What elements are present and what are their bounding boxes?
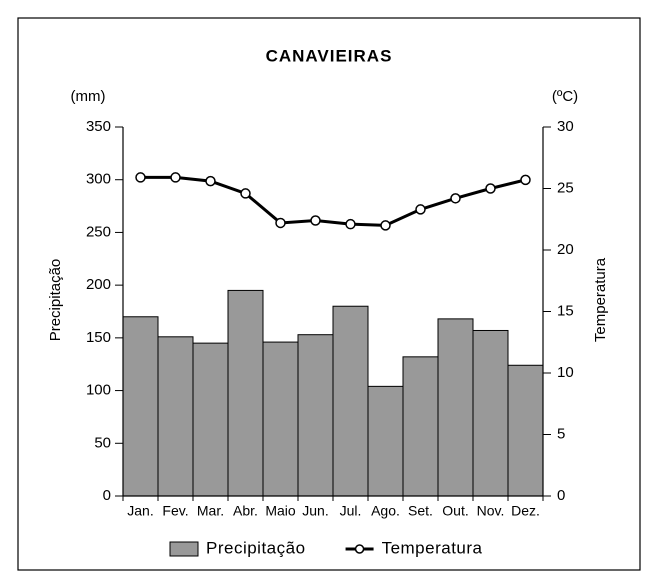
y-axis-label: Precipitação — [47, 259, 64, 342]
bar — [227, 289, 264, 497]
legend-swatch — [169, 541, 199, 557]
temperature-line — [140, 175, 526, 227]
y2-tick-label: 5 — [557, 425, 565, 442]
x-tick-label: Maio — [265, 503, 296, 519]
legend-swatch-marker — [354, 544, 365, 554]
y2-unit: (ºC) — [552, 88, 578, 105]
y2-tick-label: 10 — [557, 364, 574, 381]
temperature-marker — [170, 172, 181, 183]
y2-tick-label: 15 — [557, 302, 574, 319]
temperature-marker — [450, 193, 461, 204]
x-tick-label: Set. — [408, 503, 433, 519]
temperature-marker — [275, 217, 286, 229]
legend-label: Precipitação — [206, 538, 306, 557]
temperature-marker — [415, 204, 426, 215]
y-tick-label: 50 — [94, 434, 111, 451]
bar — [122, 316, 159, 497]
y2-tick-label: 25 — [557, 179, 574, 196]
y-tick-label: 200 — [86, 276, 111, 293]
x-tick-label: Jun. — [302, 503, 328, 519]
temperature-marker — [485, 183, 496, 194]
frame — [17, 17, 641, 571]
temperature-marker — [240, 188, 251, 199]
chart-title: CANAVIEIRAS — [266, 46, 393, 65]
y-tick-label: 250 — [86, 223, 111, 240]
x-tick-label: Fev. — [162, 503, 188, 519]
bar — [437, 318, 474, 497]
y-tick-label: 350 — [86, 118, 111, 135]
bar — [472, 329, 509, 497]
y2-axis-label: Temperatura — [592, 257, 609, 342]
bar — [332, 305, 369, 497]
bar — [507, 364, 544, 497]
y-unit: (mm) — [71, 88, 106, 105]
bar — [297, 334, 334, 497]
temperature-marker — [380, 220, 391, 231]
x-tick-label: Out. — [442, 503, 468, 519]
y2-tick-label: 0 — [557, 487, 565, 504]
x-tick-label: Ago. — [371, 503, 400, 519]
temperature-marker — [135, 172, 146, 183]
x-tick-label: Abr. — [233, 503, 258, 519]
x-tick-label: Jul. — [340, 503, 362, 519]
bar — [157, 336, 194, 497]
x-tick-label: Jan. — [127, 503, 153, 519]
bar — [402, 356, 439, 497]
y-tick-label: 100 — [86, 382, 111, 399]
y-tick-label: 150 — [86, 329, 111, 346]
y-tick-label: 0 — [103, 487, 111, 504]
x-tick-label: Dez. — [511, 503, 540, 519]
temperature-marker — [520, 174, 531, 186]
temperature-marker — [345, 218, 356, 230]
bar — [367, 385, 404, 497]
bar — [192, 342, 229, 497]
bar — [262, 341, 299, 497]
temperature-marker — [205, 175, 216, 187]
temperature-marker — [310, 215, 321, 226]
y2-tick-label: 30 — [557, 118, 574, 135]
y-tick-label: 300 — [86, 171, 111, 188]
y2-tick-label: 20 — [557, 241, 574, 258]
x-tick-label: Nov. — [477, 503, 505, 519]
x-tick-label: Mar. — [197, 503, 224, 519]
legend-label: Temperatura — [382, 538, 483, 557]
